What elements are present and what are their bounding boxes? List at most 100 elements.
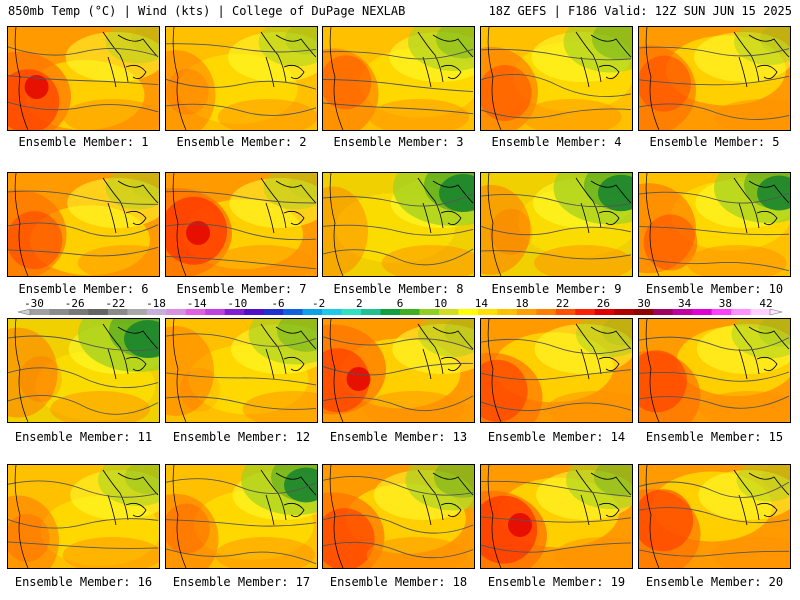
ensemble-member-map [480,318,633,423]
colorbar-swatch [594,309,615,315]
temperature-colorbar: -30 -26 -22 -18 -14 -10 -6 -2 2 6 10 14 18 22 26 30 34 38… [17,297,783,316]
ensemble-member-map [638,318,791,423]
colorbar-swatch [322,309,343,315]
colorbar-swatch [555,309,576,315]
colorbar-swatch [302,309,323,315]
temperature-field-map [323,465,474,568]
colorbar-swatch [692,309,713,315]
temperature-field-map [323,27,474,130]
temperature-field-map [8,319,159,422]
colorbar-swatch [30,309,50,315]
colorbar-swatch [672,309,693,315]
colorbar-swatch [575,309,596,315]
ensemble-member-label: Ensemble Member: 13 [329,430,468,444]
colorbar-swatch [731,309,752,315]
ensemble-member-map [638,172,791,277]
ensemble-member-label: Ensemble Member: 10 [645,282,784,296]
colorbar-swatch [380,309,401,315]
colorbar-swatch [166,309,187,315]
colorbar-tick-label: 14 [475,297,489,310]
colorbar-swatch [224,309,245,315]
temperature-field-map [639,173,790,276]
colorbar-swatch [283,309,304,315]
ensemble-member-map [480,26,633,131]
colorbar-swatch [400,309,420,315]
colorbar-tick-label: 2 [356,297,363,310]
ensemble-member-map [322,26,475,131]
colorbar-tick-label: 26 [597,297,610,310]
temperature-field-map [639,319,790,422]
ensemble-member-label: Ensemble Member: 14 [487,430,626,444]
colorbar-swatch [185,309,206,315]
colorbar-min-arrow [17,308,31,316]
colorbar-max-arrow [769,308,783,316]
ensemble-member-label: Ensemble Member: 8 [333,282,464,296]
ensemble-member-map [7,172,160,277]
ensemble-member-label: Ensemble Member: 15 [645,430,784,444]
ensemble-member-map [165,26,318,131]
colorbar-tick-label: -18 [146,297,166,310]
ensemble-member-label: Ensemble Member: 16 [14,575,153,589]
colorbar-swatch [341,309,362,315]
temperature-field-map [166,319,317,422]
ensemble-member-label: Ensemble Member: 4 [491,135,622,149]
colorbar-tick-label: 6 [397,297,404,310]
ensemble-member-map [7,318,160,423]
ensemble-member-map [638,26,791,131]
ensemble-member-label: Ensemble Member: 18 [329,575,468,589]
colorbar-swatch [419,309,440,315]
ensemble-member-label: Ensemble Member: 2 [176,135,307,149]
ensemble-member-label: Ensemble Member: 6 [18,282,149,296]
colorbar-tick-label: 38 [719,297,732,310]
colorbar-swatch [477,309,498,315]
colorbar-swatch [711,309,732,315]
temperature-field-map [639,27,790,130]
header-title: 850mb Temp (°C) | Wind (kts) | College o… [8,4,406,18]
colorbar-swatch [361,309,382,315]
ensemble-member-map [638,464,791,569]
temperature-field-map [166,465,317,568]
colorbar-swatch [88,309,109,315]
colorbar-tick-label: 10 [434,297,447,310]
temperature-field-map [166,173,317,276]
temperature-field-map [166,27,317,130]
header-valid-time: 18Z GEFS | F186 Valid: 12Z SUN JUN 15 20… [488,4,792,18]
colorbar-tick-label: -26 [65,297,85,310]
temperature-field-map [8,173,159,276]
ensemble-member-map [165,318,318,423]
colorbar-tick-label: 34 [678,297,692,310]
colorbar-swatch [633,309,654,315]
temperature-field-map [8,27,159,130]
colorbar-swatch [458,309,479,315]
ensemble-member-map [7,26,160,131]
colorbar-swatch [750,309,771,315]
temperature-field-map [481,319,632,422]
temperature-field-map [8,465,159,568]
colorbar-tick-label: -6 [271,297,284,310]
ensemble-member-map [165,172,318,277]
colorbar-swatch [653,309,674,315]
colorbar-swatch [438,309,459,315]
colorbar-swatch [49,309,70,315]
colorbar-tick-label: -22 [105,297,125,310]
ensemble-member-label: Ensemble Member: 5 [649,135,780,149]
colorbar-swatch [497,309,518,315]
ensemble-member-map [322,464,475,569]
ensemble-member-label: Ensemble Member: 20 [645,575,784,589]
header: 850mb Temp (°C) | Wind (kts) | College o… [0,0,800,22]
temperature-field-map [323,319,474,422]
colorbar-swatch [146,309,167,315]
ensemble-member-label: Ensemble Member: 3 [333,135,464,149]
ensemble-member-map [322,172,475,277]
colorbar-tick-label: -2 [312,297,325,310]
colorbar-swatch [516,309,537,315]
colorbar-swatch [263,309,284,315]
ensemble-member-label: Ensemble Member: 19 [487,575,626,589]
temperature-field-map [481,173,632,276]
ensemble-member-label: Ensemble Member: 12 [172,430,311,444]
temperature-field-map [639,465,790,568]
ensemble-member-label: Ensemble Member: 9 [491,282,622,296]
colorbar-tick-label: -10 [227,297,247,310]
ensemble-member-map [322,318,475,423]
ensemble-member-map [480,172,633,277]
